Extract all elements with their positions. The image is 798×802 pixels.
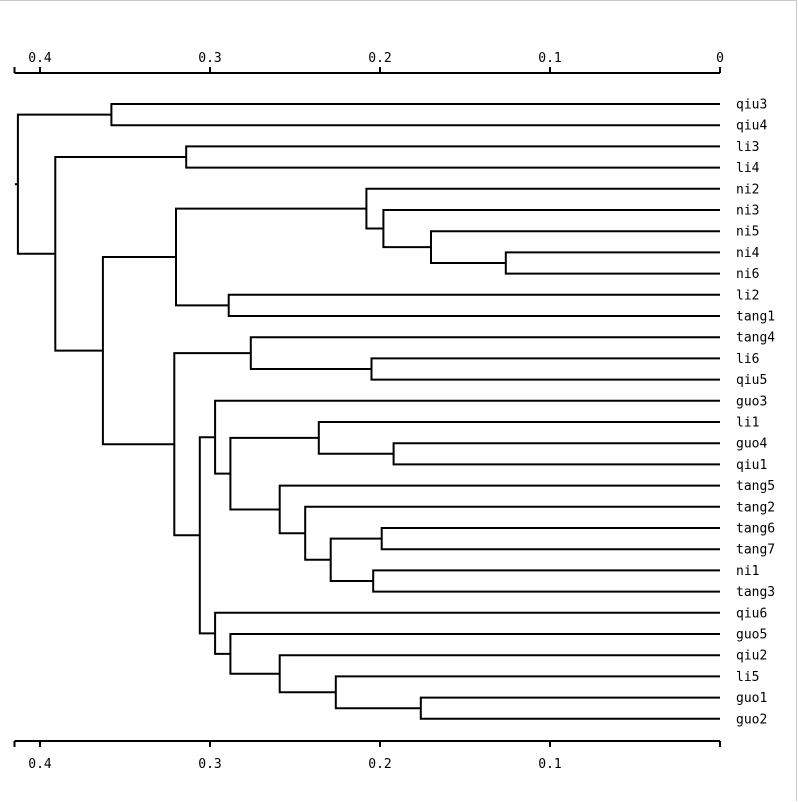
link-m15 (278, 484, 720, 535)
link-m20 (278, 654, 720, 694)
leaf-label-ni3: ni3 (736, 204, 759, 219)
leaf-label-qiu5: qiu5 (736, 373, 767, 388)
leaf-label-tang1: tang1 (736, 310, 775, 325)
link-m9 (392, 442, 720, 466)
leaf-label-qiu1: qiu1 (736, 458, 767, 473)
link-m16 (229, 436, 319, 511)
leaf-label-guo2: guo2 (736, 712, 767, 727)
leaf-label-guo4: guo4 (736, 437, 767, 452)
leaf-label-li3: li3 (736, 140, 759, 155)
leaf-label-qiu3: qiu3 (736, 98, 767, 113)
leaf-label-guo5: guo5 (736, 628, 767, 643)
bottom-tick-label: 0.1 (538, 757, 561, 772)
leaf-label-li5: li5 (736, 670, 759, 685)
top-tick-label: 0 (716, 51, 724, 66)
link-m24 (173, 352, 251, 537)
leaf-label-tang3: tang3 (736, 585, 775, 600)
leaf-label-tang7: tang7 (736, 543, 775, 558)
leaf-labels: qiu3 qiu4 li3 li4 ni2 ni3 ni5 ni4 ni6 li2 tang1 tan… (736, 98, 775, 728)
dendrogram-links (14, 103, 720, 720)
leaf-label-ni6: ni6 (736, 267, 759, 282)
link-m7 (370, 357, 720, 381)
leaf-label-li1: li1 (736, 416, 759, 431)
leaf-label-ni4: ni4 (736, 246, 760, 261)
link-m29 (16, 113, 112, 255)
link-m19 (334, 675, 720, 710)
top-tick-label: 0.4 (28, 51, 52, 66)
top-tick-label: 0.3 (198, 51, 221, 66)
link-m4 (365, 187, 720, 230)
leaf-label-tang6: tang6 (736, 522, 775, 537)
link-m5 (227, 293, 720, 317)
link-m3 (382, 209, 720, 249)
top-axis: 0.4 0.3 0.2 0.1 0 (13, 51, 724, 74)
link-m25 (101, 256, 176, 446)
leaf-label-ni2: ni2 (736, 182, 759, 197)
leaf-label-li2: li2 (736, 288, 759, 303)
leaf-label-tang2: tang2 (736, 500, 775, 515)
link-m6 (175, 207, 367, 307)
link-m1 (504, 251, 720, 275)
bottom-tick-label: 0.3 (198, 757, 221, 772)
leaf-label-li6: li6 (736, 352, 759, 367)
link-m27 (54, 156, 187, 352)
link-m8 (249, 336, 720, 370)
link-m28 (110, 103, 720, 127)
link-m12 (372, 569, 720, 593)
bottom-tick-label: 0.2 (368, 757, 391, 772)
link-m18 (419, 696, 720, 720)
link-m14 (304, 505, 720, 561)
leaf-label-tang5: tang5 (736, 479, 775, 494)
leaf-label-qiu6: qiu6 (736, 606, 767, 621)
link-m11 (380, 527, 720, 551)
link-m2 (430, 230, 720, 264)
leaf-label-guo3: guo3 (736, 394, 767, 409)
leaf-label-ni5: ni5 (736, 225, 759, 240)
leaf-label-guo1: guo1 (736, 691, 767, 706)
bottom-tick-label: 0.4 (28, 757, 52, 772)
top-tick-label: 0.1 (538, 51, 561, 66)
bottom-axis: 0.4 0.3 0.2 0.1 (13, 740, 721, 772)
link-m23 (198, 436, 216, 635)
leaf-label-li4: li4 (736, 161, 760, 176)
top-tick-label: 0.2 (368, 51, 391, 66)
leaf-label-tang4: tang4 (736, 331, 775, 346)
link-m21 (229, 633, 720, 675)
link-m10 (317, 421, 720, 455)
leaf-label-ni1: ni1 (736, 564, 759, 579)
leaf-label-qiu2: qiu2 (736, 649, 767, 664)
leaf-label-qiu4: qiu4 (736, 119, 767, 134)
link-m26 (185, 145, 720, 169)
